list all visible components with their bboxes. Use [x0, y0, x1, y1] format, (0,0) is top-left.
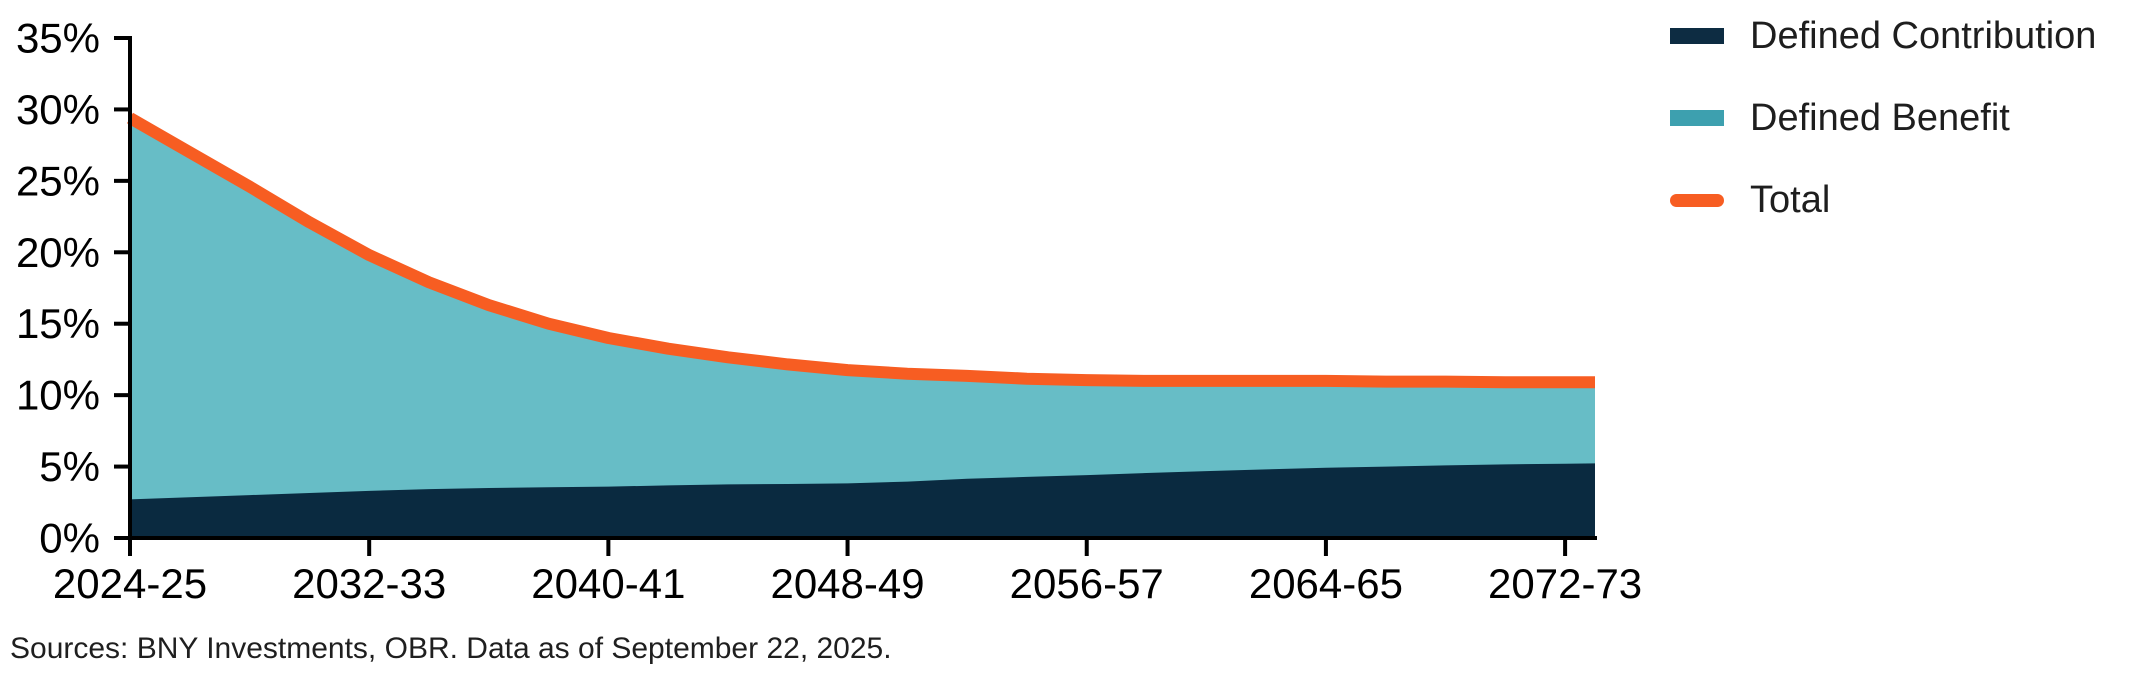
y-tick-label: 35% — [16, 15, 100, 62]
total-line-swatch — [1670, 193, 1724, 207]
legend-label-defined-benefit: Defined Benefit — [1750, 97, 2010, 139]
x-tick-label: 2072-73 — [1488, 560, 1642, 607]
y-tick — [114, 321, 130, 326]
source-note: Sources: BNY Investments, OBR. Data as o… — [10, 632, 892, 665]
y-tick — [114, 250, 130, 255]
x-tick-label: 2024-25 — [53, 560, 207, 607]
x-axis-line — [128, 536, 1597, 540]
x-tick — [128, 538, 132, 556]
y-tick-label: 10% — [16, 372, 100, 419]
y-tick — [114, 536, 130, 540]
y-axis-line — [128, 36, 132, 540]
y-tick — [114, 178, 130, 183]
defined-benefit-swatch — [1670, 110, 1724, 126]
defined-contribution-swatch — [1670, 28, 1724, 44]
legend-label-defined-contribution: Defined Contribution — [1750, 15, 2097, 57]
defined-contribution-area — [130, 463, 1595, 538]
y-tick — [114, 36, 130, 40]
legend-item-defined-contribution: Defined Contribution — [1670, 14, 2096, 58]
y-tick — [114, 393, 130, 398]
x-tick — [845, 538, 850, 556]
stacked-areas — [130, 118, 1595, 538]
x-tick-label: 2040-41 — [531, 560, 685, 607]
legend-label-total: Total — [1750, 179, 1831, 221]
x-tick — [367, 538, 372, 556]
x-tick-label: 2064-65 — [1249, 560, 1403, 607]
x-tick-label: 2056-57 — [1010, 560, 1164, 607]
y-tick — [114, 464, 130, 469]
y-tick-label: 5% — [39, 443, 100, 490]
x-tick-label: 2032-33 — [292, 560, 446, 607]
x-tick — [1323, 538, 1328, 556]
defined-benefit-area — [130, 118, 1595, 538]
x-axis-ticks: 2024-25 2032-33 2040-41 2048-49 2056-57 2064-… — [53, 538, 1642, 607]
total-line — [127, 112, 1595, 389]
y-tick-label: 20% — [16, 229, 100, 276]
y-tick-label: 25% — [16, 157, 100, 204]
legend-item-defined-benefit: Defined Benefit — [1670, 96, 2096, 140]
axes — [128, 36, 1597, 540]
x-tick — [606, 538, 611, 556]
y-tick-label: 0% — [39, 515, 100, 562]
y-axis-ticks: 0% 5% 10% 15% 20% 25% 30% 35% — [16, 15, 130, 562]
x-tick — [1084, 538, 1089, 556]
y-tick-label: 30% — [16, 86, 100, 133]
x-tick — [1563, 538, 1568, 556]
y-tick-label: 15% — [16, 300, 100, 347]
x-tick-label: 2048-49 — [770, 560, 924, 607]
y-tick — [114, 107, 130, 112]
legend-item-total: Total — [1670, 178, 2096, 222]
legend: Defined Contribution Defined Benefit Tot… — [1670, 14, 2096, 260]
